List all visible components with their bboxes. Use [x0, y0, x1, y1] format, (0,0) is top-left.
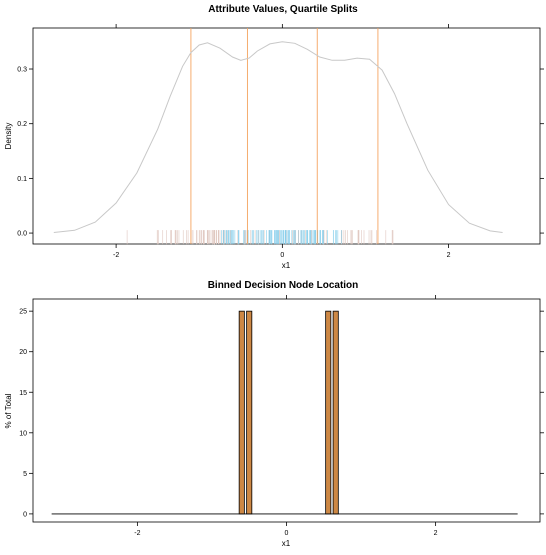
density-chart-title: Attribute Values, Quartile Splits	[208, 4, 358, 15]
x-tick-label: 2	[434, 530, 438, 537]
density-axes: -2 0 2 0.0 0.1 0.2 0.3	[17, 24, 544, 259]
density-plot-frame	[32, 27, 541, 245]
histogram-bar	[238, 310, 245, 515]
histogram-bar	[332, 310, 339, 515]
y-tick-label: 15	[19, 390, 27, 397]
histogram-bar	[246, 310, 253, 515]
y-tick-label: 0.1	[17, 176, 27, 183]
histogram-plot-frame	[32, 298, 541, 523]
y-tick-label: 20	[19, 349, 27, 356]
density-x-axis-label: x1	[282, 261, 291, 270]
x-tick-label: 2	[447, 252, 451, 259]
y-tick-label: 0	[23, 511, 27, 518]
x-tick-label: -2	[113, 252, 119, 259]
y-tick-label: 10	[19, 430, 27, 437]
y-tick-label: 0.0	[17, 231, 27, 238]
density-curve	[53, 41, 503, 233]
y-tick-label: 0.2	[17, 121, 27, 128]
histogram-plot-area	[51, 310, 518, 515]
x-tick-label: 0	[285, 530, 289, 537]
y-tick-label: 25	[19, 309, 27, 316]
histogram-bar	[325, 310, 332, 515]
x-tick-label: -2	[134, 530, 140, 537]
density-y-axis-label: Density	[4, 123, 13, 150]
y-tick-label: 5	[23, 471, 27, 478]
y-tick-label: 0.3	[17, 67, 27, 74]
histogram-x-axis-label: x1	[282, 539, 291, 548]
histogram-y-axis-label: % of Total	[4, 393, 13, 428]
histogram-chart-title: Binned Decision Node Location	[208, 280, 359, 291]
density-plot-area	[53, 28, 503, 245]
x-tick-label: 0	[280, 252, 284, 259]
